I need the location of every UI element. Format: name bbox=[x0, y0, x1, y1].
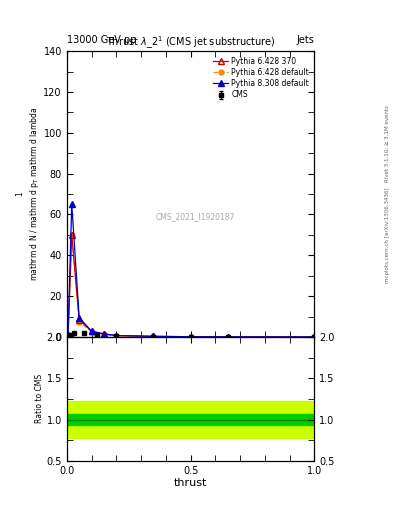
Pythia 6.428 default bbox=[312, 334, 317, 340]
Pythia 6.428 370 bbox=[188, 334, 193, 340]
Pythia 8.308 default bbox=[101, 331, 106, 337]
Pythia 8.308 default bbox=[226, 334, 230, 340]
Pythia 6.428 370 bbox=[226, 334, 230, 340]
Pythia 6.428 default bbox=[77, 318, 82, 325]
Y-axis label: 1
mathrm d N / mathrm d p$_\mathrm{T}$ mathrm d lambda: 1 mathrm d N / mathrm d p$_\mathrm{T}$ m… bbox=[15, 107, 40, 281]
Pythia 8.308 default bbox=[114, 332, 119, 338]
Text: 13000 GeV pp: 13000 GeV pp bbox=[67, 35, 136, 45]
Pythia 8.308 default bbox=[312, 334, 317, 340]
Line: Pythia 6.428 370: Pythia 6.428 370 bbox=[65, 232, 318, 340]
Pythia 8.308 default bbox=[70, 201, 74, 207]
Pythia 6.428 default bbox=[151, 333, 156, 339]
Pythia 6.428 default bbox=[226, 334, 230, 340]
Pythia 6.428 370 bbox=[77, 316, 82, 323]
Pythia 8.308 default bbox=[77, 314, 82, 321]
Pythia 6.428 370 bbox=[101, 331, 106, 337]
Pythia 6.428 default bbox=[70, 232, 74, 238]
Pythia 6.428 default bbox=[89, 329, 94, 335]
Line: Pythia 6.428 default: Pythia 6.428 default bbox=[66, 232, 317, 339]
Pythia 6.428 default bbox=[101, 331, 106, 337]
Pythia 6.428 370 bbox=[312, 334, 317, 340]
Pythia 8.308 default bbox=[66, 332, 70, 338]
Pythia 6.428 370 bbox=[114, 332, 119, 338]
Text: Rivet 3.1.10; ≥ 3.1M events: Rivet 3.1.10; ≥ 3.1M events bbox=[385, 105, 389, 182]
Pythia 6.428 370 bbox=[70, 232, 74, 238]
X-axis label: thrust: thrust bbox=[174, 478, 207, 488]
Pythia 6.428 default bbox=[66, 332, 70, 338]
Text: Jets: Jets bbox=[297, 35, 314, 45]
Text: CMS_2021_I1920187: CMS_2021_I1920187 bbox=[156, 212, 235, 222]
Pythia 6.428 370 bbox=[66, 332, 70, 338]
Pythia 8.308 default bbox=[151, 333, 156, 339]
Pythia 6.428 default bbox=[114, 333, 119, 339]
Line: Pythia 8.308 default: Pythia 8.308 default bbox=[65, 201, 318, 340]
Pythia 8.308 default bbox=[188, 334, 193, 340]
Pythia 6.428 370 bbox=[151, 333, 156, 339]
Title: Thrust $\lambda\_2^1$ (CMS jet substructure): Thrust $\lambda\_2^1$ (CMS jet substruct… bbox=[106, 34, 275, 51]
Text: mcplots.cern.ch [arXiv:1306.3436]: mcplots.cern.ch [arXiv:1306.3436] bbox=[385, 188, 389, 283]
Y-axis label: Ratio to CMS: Ratio to CMS bbox=[35, 374, 44, 423]
Pythia 6.428 default bbox=[188, 334, 193, 340]
Legend: Pythia 6.428 370, Pythia 6.428 default, Pythia 8.308 default, CMS: Pythia 6.428 370, Pythia 6.428 default, … bbox=[211, 55, 310, 101]
Pythia 8.308 default bbox=[89, 328, 94, 334]
Pythia 6.428 370 bbox=[89, 328, 94, 334]
